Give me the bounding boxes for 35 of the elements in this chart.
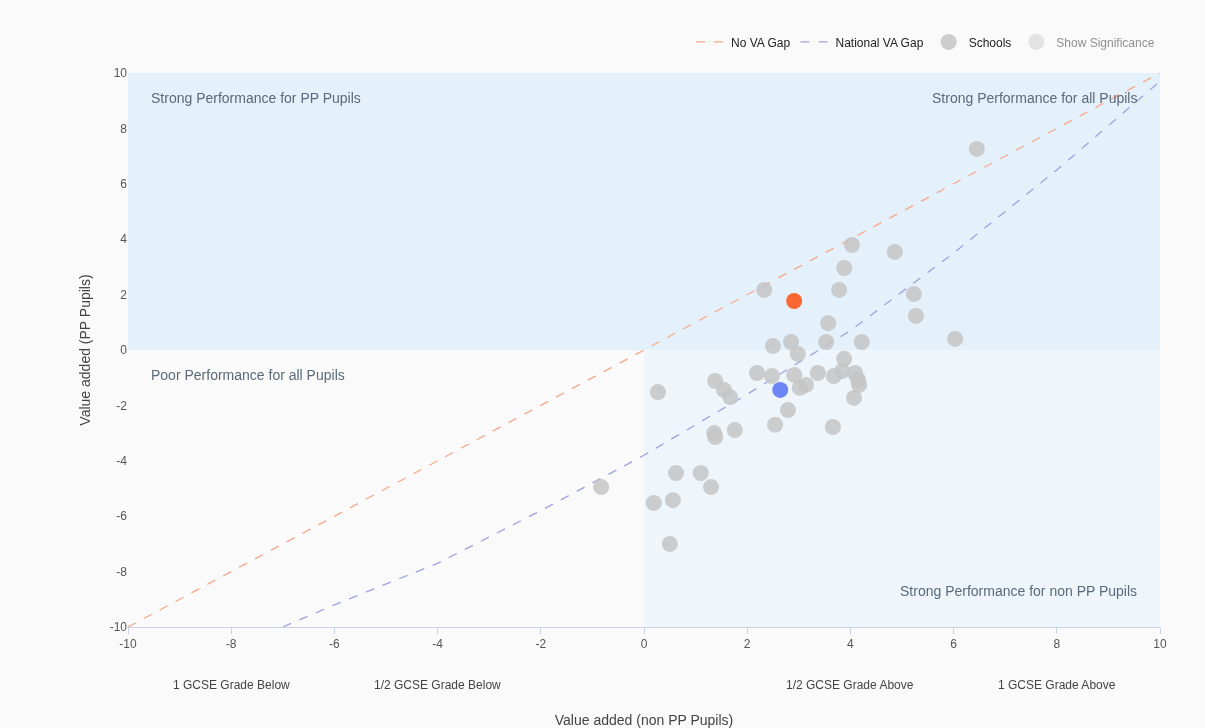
y-tick-label: 10: [113, 66, 128, 81]
text: 1/2 GCSE Grade Above: [786, 678, 914, 692]
x-tick-label: 6: [950, 637, 958, 652]
legend-label: Schools: [968, 35, 1012, 50]
x-tick-label: 8: [1053, 637, 1061, 652]
x-tick-label: -6: [329, 637, 341, 652]
y-axis-title: Value added (PP Pupils): [77, 274, 93, 426]
annotation: Strong Performance for all Pupils: [932, 90, 1138, 106]
y-tick-label: -6: [116, 509, 128, 524]
annotation: Strong Performance for PP Pupils: [151, 90, 361, 106]
y-tick-label: 4: [120, 232, 128, 247]
text: 1 GCSE Grade Below: [173, 678, 291, 692]
y-tick-label: 2: [120, 287, 128, 302]
x-tick-label: 2: [743, 637, 751, 652]
legend-label: Show Significance: [1056, 35, 1155, 50]
x-tick-label: 10: [1153, 637, 1167, 652]
text: 1 GCSE Grade Above: [998, 678, 1116, 692]
legend-label: No VA Gap: [731, 35, 791, 50]
x-axis-title: Value added (non PP Pupils): [554, 712, 734, 728]
x-tick-label: 0: [640, 637, 648, 652]
y-tick-label: 8: [120, 121, 128, 136]
y-tick-label: -10: [109, 620, 128, 635]
y-tick-label: -2: [116, 398, 128, 413]
annotation: Strong Performance for non PP Pupils: [900, 583, 1138, 599]
x-tick-label: 4: [847, 637, 855, 652]
y-tick-label: 6: [120, 177, 128, 191]
y-tick-label: 0: [120, 343, 128, 358]
x-tick-label: -8: [225, 637, 237, 652]
y-tick-label: -8: [116, 564, 128, 579]
text: 1/2 GCSE Grade Below: [374, 678, 502, 692]
y-tick-label: -4: [116, 454, 128, 468]
x-tick-label: -4: [432, 637, 444, 652]
legend-label: National VA Gap: [835, 35, 924, 50]
x-tick-label: -2: [535, 637, 547, 652]
annotation: Poor Performance for all Pupils: [151, 367, 345, 383]
